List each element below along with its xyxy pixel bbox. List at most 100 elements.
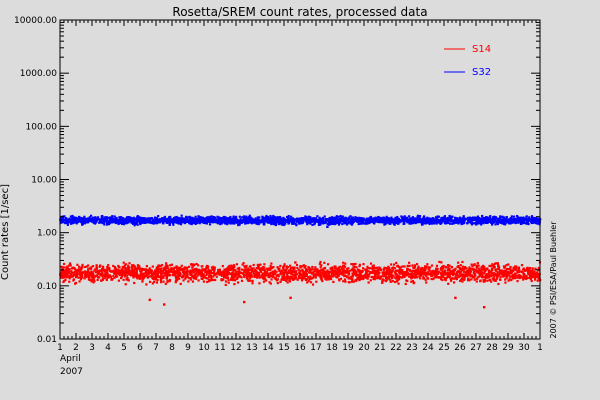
- s14-point: [365, 268, 368, 271]
- s14-point: [523, 272, 526, 276]
- s32-point: [414, 221, 417, 225]
- s14-point: [473, 272, 476, 275]
- s14-point: [372, 271, 375, 274]
- s14-point: [399, 266, 402, 269]
- s14-point: [465, 267, 468, 270]
- s14-point: [320, 277, 323, 280]
- s32-point: [222, 219, 226, 222]
- s14-point: [468, 266, 471, 269]
- s32-point: [451, 222, 454, 225]
- s14-point: [470, 263, 473, 266]
- s14-point: [378, 277, 382, 280]
- s14-point: [271, 270, 274, 273]
- s14-point: [213, 273, 216, 276]
- s14-point: [450, 279, 453, 282]
- s32-point: [494, 216, 497, 219]
- s14-point: [173, 272, 176, 275]
- s14-point: [139, 267, 142, 270]
- s14-point: [406, 264, 409, 267]
- s14-point: [271, 275, 275, 278]
- s32-point: [443, 219, 446, 222]
- s32-point: [282, 223, 285, 227]
- s14-point: [66, 270, 69, 273]
- s14-point: [257, 266, 260, 269]
- s14-point: [386, 267, 389, 271]
- s32-point: [317, 221, 320, 224]
- s14-point: [127, 271, 130, 275]
- s14-point: [94, 268, 97, 271]
- s32-point: [454, 216, 457, 219]
- s14-point: [288, 280, 292, 283]
- s32-point: [390, 216, 393, 219]
- s32-point: [210, 220, 213, 224]
- s14-point: [183, 273, 187, 276]
- s32-point: [370, 217, 373, 220]
- s14-point: [475, 280, 478, 283]
- s32-point: [340, 216, 343, 220]
- s14-point: [283, 265, 286, 268]
- s32-point: [522, 216, 525, 219]
- s14-point: [321, 272, 324, 275]
- s32-point: [495, 220, 498, 223]
- s14-point: [282, 271, 286, 274]
- s14-point: [279, 271, 282, 274]
- s14-point: [255, 273, 259, 276]
- s14-point: [451, 271, 454, 274]
- s32-point: [74, 217, 77, 220]
- s14-point: [448, 272, 451, 275]
- s14-point: [325, 274, 328, 277]
- s14-point: [476, 261, 479, 265]
- s14-point: [96, 278, 99, 281]
- s14-point: [119, 273, 122, 277]
- s32-point: [273, 223, 276, 226]
- s14-point: [537, 266, 540, 269]
- s14-point: [125, 274, 128, 277]
- s14-point: [210, 277, 213, 280]
- s32-point: [287, 218, 290, 221]
- s32-point: [117, 219, 120, 222]
- s14-point: [275, 275, 278, 278]
- s32-point: [71, 219, 74, 222]
- s14-point: [325, 271, 328, 274]
- s32-point: [346, 221, 349, 225]
- s14-point: [106, 269, 109, 272]
- s14-point: [456, 274, 459, 277]
- s14-point: [117, 279, 121, 282]
- s14-point: [347, 271, 350, 274]
- s32-point: [158, 220, 161, 223]
- s14-point: [98, 269, 101, 272]
- s14-point: [189, 271, 192, 274]
- s14-point: [115, 271, 118, 274]
- s14-point: [113, 265, 117, 269]
- s32-point: [128, 219, 132, 222]
- s14-point: [146, 269, 149, 272]
- s14-point: [300, 276, 303, 280]
- s14-point: [389, 280, 392, 283]
- s32-point: [428, 222, 431, 226]
- s14-point: [246, 270, 249, 273]
- s14-point: [482, 267, 485, 270]
- s14-point: [462, 270, 465, 273]
- s14-point: [493, 272, 496, 275]
- s14-point: [67, 269, 70, 272]
- s32-point: [94, 216, 97, 219]
- s14-point: [258, 273, 261, 277]
- s14-point: [255, 266, 258, 270]
- s32-point: [107, 222, 110, 226]
- s32-point: [142, 217, 146, 220]
- s14-point: [483, 280, 486, 283]
- s14-point: [306, 277, 309, 281]
- s32-point: [435, 222, 438, 225]
- s32-point: [146, 217, 149, 220]
- s32-point: [336, 217, 339, 220]
- s14-point: [96, 274, 99, 277]
- s14-point: [412, 269, 415, 272]
- s14-point: [232, 264, 236, 267]
- s14-point: [504, 269, 507, 272]
- s14-point: [100, 279, 103, 282]
- s14-point: [248, 265, 251, 268]
- s14-point: [459, 279, 462, 283]
- s14-point: [291, 266, 294, 269]
- s14-point: [162, 280, 165, 283]
- s32-point: [94, 221, 97, 224]
